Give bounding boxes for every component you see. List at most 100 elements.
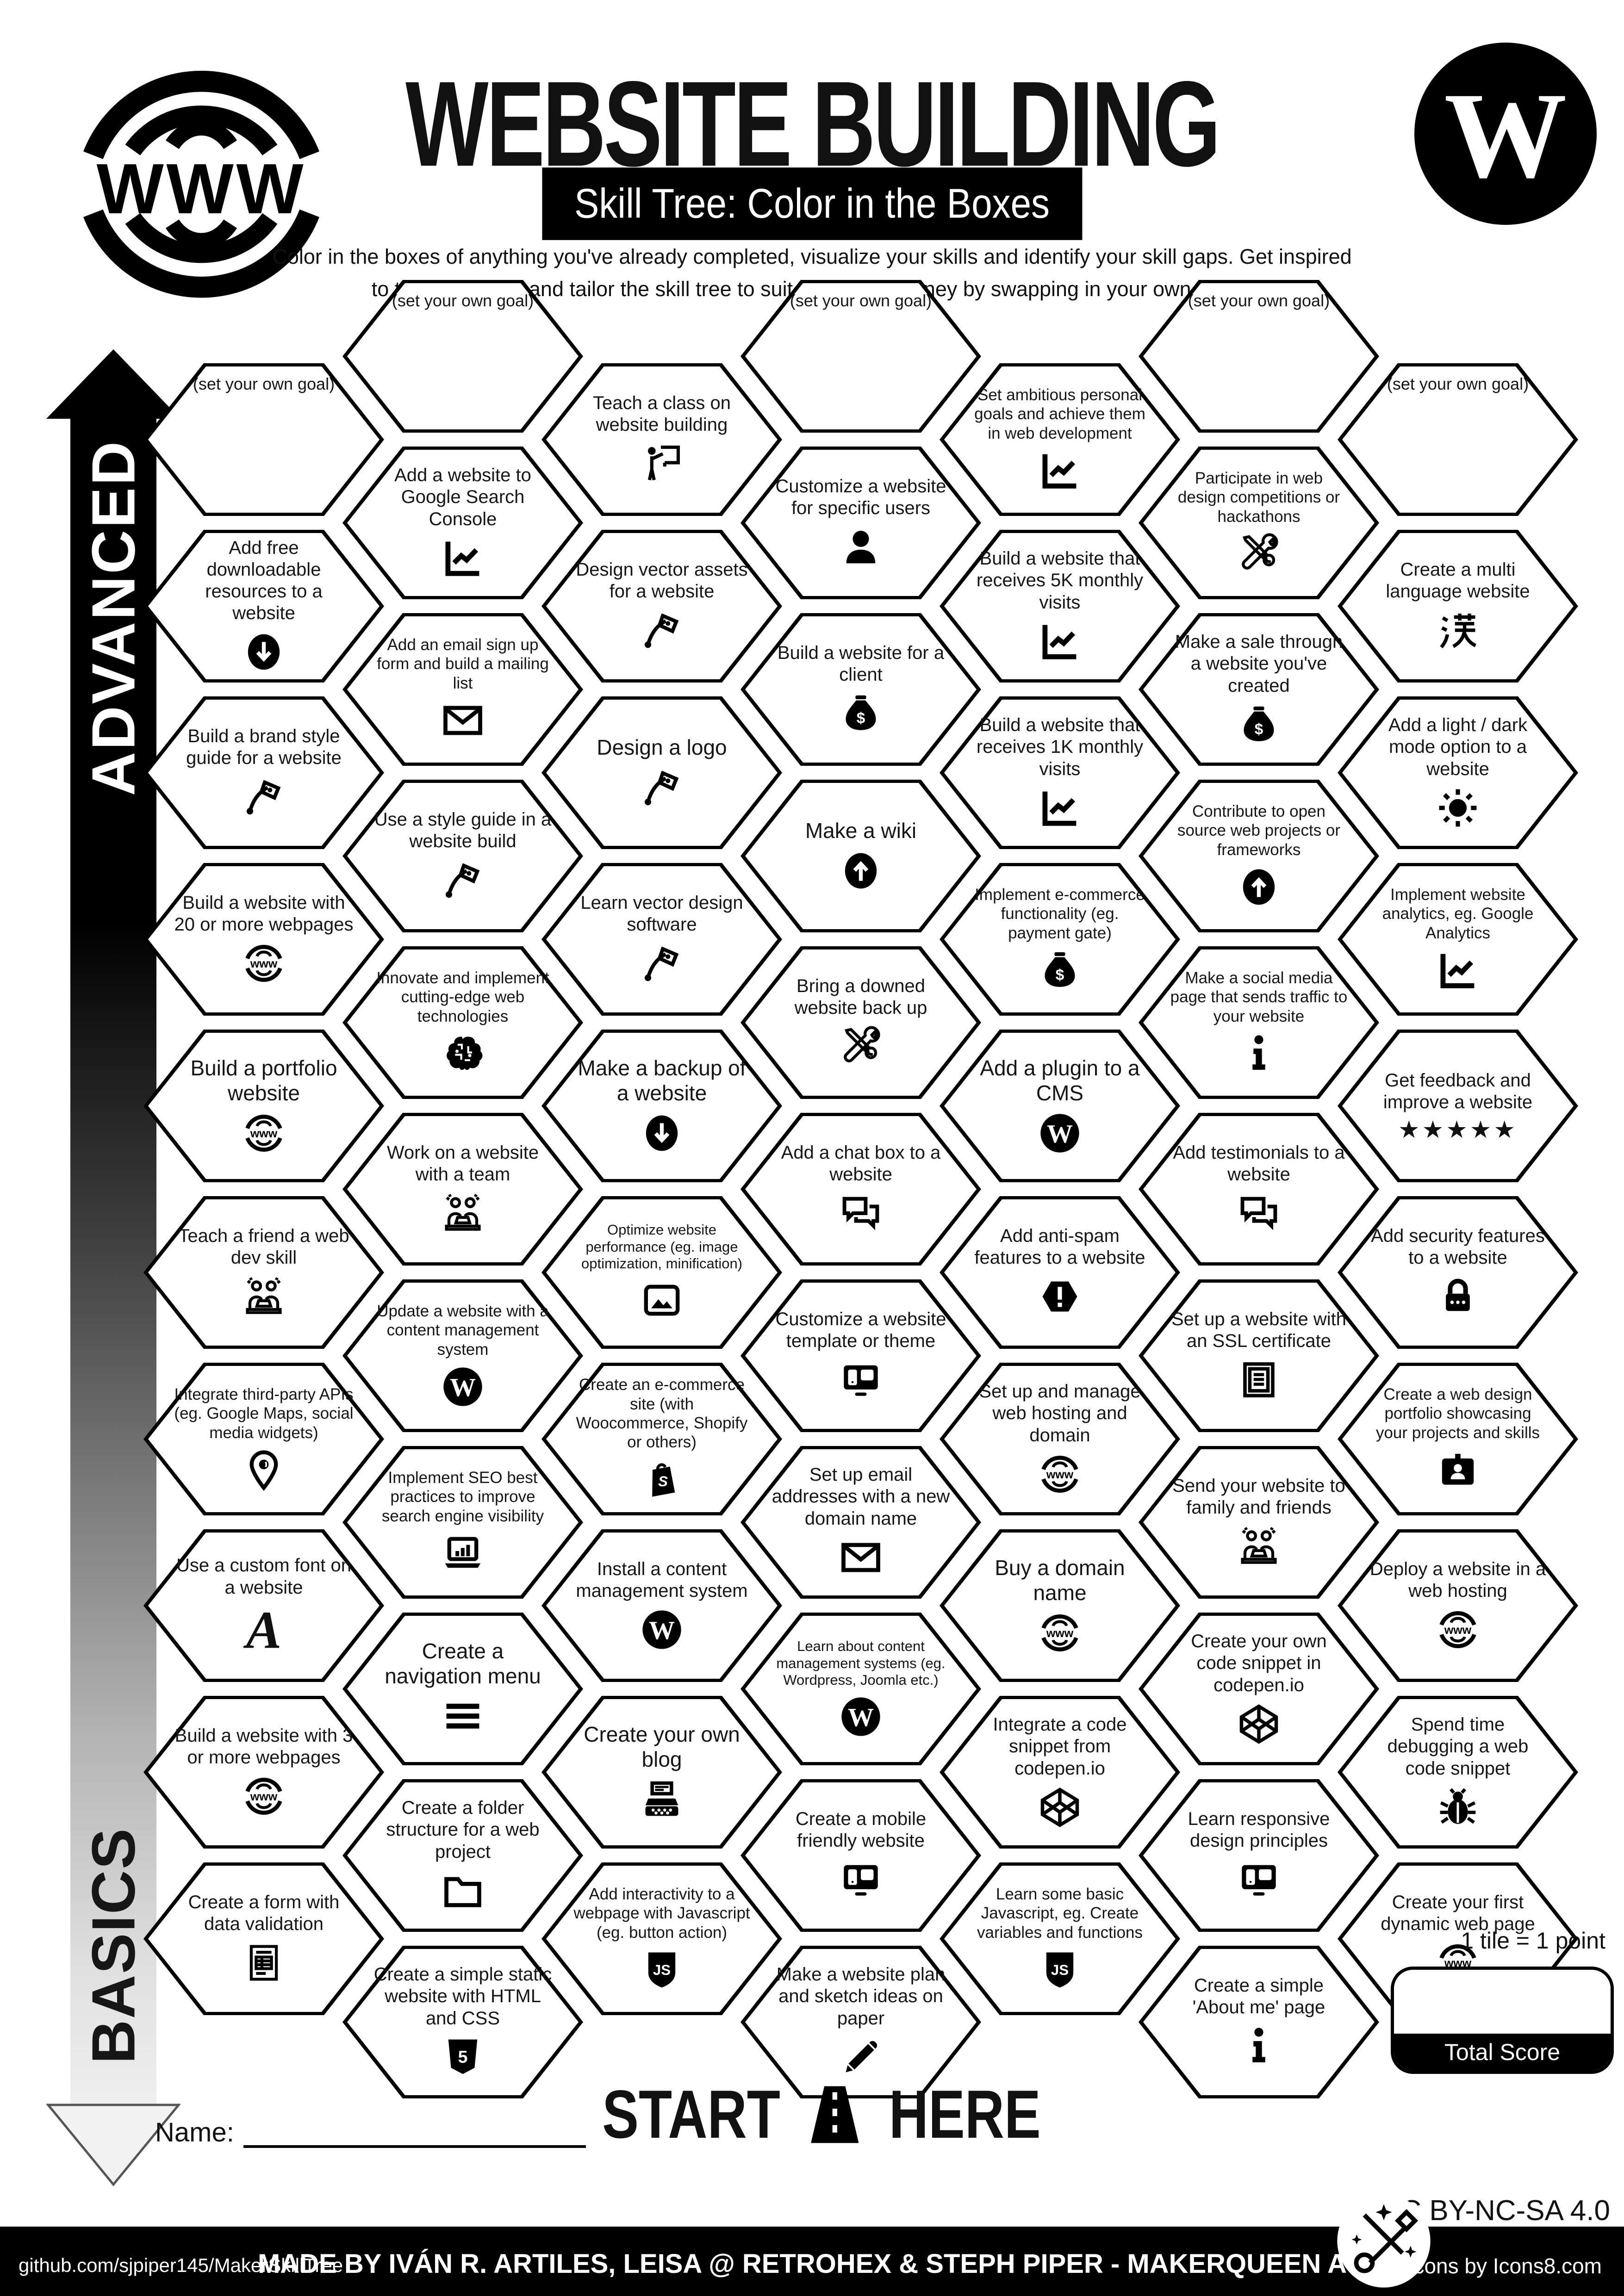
hex-tile[interactable]: Optimize website performance (eg. image … — [541, 1196, 782, 1349]
hex-tile[interactable]: Add a plugin to a CMS W — [940, 1030, 1180, 1182]
hex-tile[interactable]: Design a logo — [541, 696, 782, 849]
github-link[interactable]: github.com/sjpiper145/MakerSkillTree — [19, 2254, 343, 2276]
hex-tile[interactable]: Get feedback and improve a website ★★★★★ — [1338, 1030, 1578, 1182]
hex-tile[interactable]: Build a portfolio website www — [143, 1030, 384, 1182]
hex-label: Set ambitious personal goals and achieve… — [974, 386, 1145, 442]
hex-tile[interactable]: Participate in web design competitions o… — [1139, 447, 1379, 599]
hex-tile[interactable]: Create a form with data validation — [143, 1862, 384, 2015]
pen-tool-icon — [440, 857, 486, 903]
hex-tile[interactable]: Create a folder structure for a web proj… — [342, 1779, 583, 1932]
hex-tile[interactable]: Innovate and implement cutting-edge web … — [342, 946, 583, 1099]
hex-tile[interactable]: Create your own blog — [541, 1696, 782, 1849]
hex-content: Implement website analytics, eg. Google … — [1368, 870, 1548, 1008]
hex-tile[interactable]: Set up and manage web hosting and domain… — [940, 1363, 1180, 1515]
hex-tile-goal[interactable]: (set your own goal) — [1139, 280, 1379, 433]
hex-tile[interactable]: Send your website to family and friends — [1139, 1446, 1379, 1599]
hex-tile[interactable]: Use a custom font on a website A — [143, 1529, 384, 1682]
svg-text:W: W — [1444, 68, 1567, 203]
hex-tile[interactable]: Set ambitious personal goals and achieve… — [940, 363, 1180, 516]
hex-content: Create a web design portfolio showcasing… — [1368, 1370, 1548, 1508]
hex-tile[interactable]: Build a website with 20 or more webpages… — [143, 863, 384, 1016]
hex-tile-goal[interactable]: (set your own goal) — [143, 363, 384, 516]
hex-tile[interactable]: Implement website analytics, eg. Google … — [1338, 863, 1578, 1016]
hex-tile[interactable]: Add anti-spam features to a website — [940, 1196, 1180, 1349]
hex-tile[interactable]: Add interactivity to a webpage with Java… — [541, 1862, 782, 2015]
hex-tile[interactable]: Create an e-commerce site (with Woocomme… — [541, 1363, 782, 1515]
hex-content: Build a website with 20 or more webpages… — [174, 870, 354, 1008]
hex-tile[interactable]: Build a website that receives 5K monthly… — [940, 530, 1180, 683]
hex-fill-area — [745, 616, 977, 763]
hex-tile[interactable]: Contribute to open source web projects o… — [1139, 780, 1379, 932]
hex-tile[interactable]: Bring a downed website back up — [740, 946, 981, 1099]
hex-tile[interactable]: Make a wiki — [740, 780, 981, 932]
hex-tile[interactable]: Set up email addresses with a new domain… — [740, 1446, 981, 1599]
hex-tile[interactable]: Implement SEO best practices to improve … — [342, 1446, 583, 1599]
hex-tile-goal[interactable]: (set your own goal) — [342, 280, 583, 433]
hex-tile[interactable]: Create a simple 'About me' page — [1139, 1946, 1379, 2098]
name-input-line[interactable] — [243, 2118, 586, 2148]
hex-label: Create a web design portfolio showcasing… — [1375, 1385, 1540, 1442]
hex-tile[interactable]: Create a navigation menu — [342, 1613, 583, 1765]
hex-tile[interactable]: Build a brand style guide for a website — [143, 696, 384, 849]
hex-tile[interactable]: Create your own code snippet in codepen.… — [1139, 1613, 1379, 1765]
info-i-icon — [1236, 1030, 1282, 1077]
hex-tile[interactable]: Deploy a website in a web hosting www — [1338, 1529, 1578, 1682]
hex-label: (set your own goal) — [193, 374, 335, 393]
hex-tile[interactable]: Add testimonials to a website — [1139, 1113, 1379, 1266]
download-circle-icon — [241, 629, 287, 675]
hex-tile[interactable]: Design vector assets for a website — [541, 530, 782, 683]
hex-tile[interactable]: Install a content management system W — [541, 1529, 782, 1682]
hex-tile[interactable]: Build a website that receives 1K monthly… — [940, 696, 1180, 849]
hex-tile[interactable]: Make a backup of a website — [541, 1030, 782, 1182]
hex-tile[interactable]: Add a chat box to a website — [740, 1113, 981, 1266]
hex-content: Contribute to open source web projects o… — [1169, 787, 1349, 925]
hex-tile[interactable]: Create a mobile friendly website — [740, 1779, 981, 1932]
hex-tile[interactable]: Learn responsive design principles — [1139, 1779, 1379, 1932]
hex-tile[interactable]: Make a sale through a website you've cre… — [1139, 613, 1379, 766]
hex-tile-goal[interactable]: (set your own goal) — [1338, 363, 1578, 516]
hex-tile[interactable]: Teach a class on website building — [541, 363, 782, 516]
hex-tile[interactable]: Customize a website for specific users — [740, 447, 981, 599]
hex-fill-area — [546, 866, 778, 1012]
hex-tile[interactable]: Work on a website with a team — [342, 1113, 583, 1266]
score-entry-area[interactable] — [1394, 1970, 1611, 2034]
hex-content: Create your own code snippet in codepen.… — [1169, 1620, 1349, 1758]
person-bust-icon — [838, 524, 884, 570]
hex-tile[interactable]: Add an email sign up form and build a ma… — [342, 613, 583, 766]
hex-tile[interactable]: Make a website plan and sketch ideas on … — [740, 1946, 981, 2098]
hex-label: Buy a domain name — [995, 1555, 1125, 1605]
people-laptop-icon — [440, 1190, 486, 1236]
hex-tile[interactable]: Update a website with a content manageme… — [342, 1279, 583, 1432]
pen-tool-icon — [639, 940, 685, 987]
hex-tile[interactable]: Learn vector design software — [541, 863, 782, 1016]
hex-tile[interactable]: Set up a website with an SSL certificate — [1139, 1279, 1379, 1432]
money-bag-icon: $ — [1236, 701, 1282, 748]
hex-tile[interactable]: Create a simple static website with HTML… — [342, 1946, 583, 2098]
hex-content: (set your own goal) — [1368, 371, 1548, 509]
wordpress-icon: W — [440, 1364, 486, 1410]
envelope-icon — [838, 1534, 884, 1581]
hex-tile[interactable]: Add free downloadable resources to a web… — [143, 530, 384, 683]
hex-tile[interactable]: Integrate a code snippet from codepen.io — [940, 1696, 1180, 1849]
hex-tile[interactable]: Use a style guide in a website build — [342, 780, 583, 932]
hex-tile[interactable]: Add security features to a website — [1338, 1196, 1578, 1349]
hex-tile[interactable]: Make a social media page that sends traf… — [1139, 946, 1379, 1099]
hex-content: Build a brand style guide for a website — [174, 704, 354, 842]
hex-tile[interactable]: Teach a friend a web dev skill — [143, 1196, 384, 1349]
hex-tile[interactable]: Implement e-commerce functionality (eg. … — [940, 863, 1180, 1016]
hex-tile[interactable]: Add a light / dark mode option to a webs… — [1338, 696, 1578, 849]
hex-tile-goal[interactable]: (set your own goal) — [740, 280, 981, 433]
hex-tile[interactable]: Customize a website template or theme — [740, 1279, 981, 1432]
kanji-icon — [1435, 607, 1481, 653]
hex-tile[interactable]: Create a web design portfolio showcasing… — [1338, 1363, 1578, 1515]
hex-tile[interactable]: Spend time debugging a web code snippet — [1338, 1696, 1578, 1849]
hex-tile[interactable]: Learn some basic Javascript, eg. Create … — [940, 1862, 1180, 2015]
hex-tile[interactable]: Add a website to Google Search Console — [342, 447, 583, 599]
hex-tile[interactable]: Create a multi language website — [1338, 530, 1578, 683]
hex-tile[interactable]: Learn about content management systems (… — [740, 1613, 981, 1765]
hex-tile[interactable]: Build a website with 3 or more webpages w… — [143, 1696, 384, 1849]
hex-label: Add a light / dark mode option to a webs… — [1388, 715, 1528, 779]
hex-tile[interactable]: Build a website for a client $ — [740, 613, 981, 766]
hex-tile[interactable]: Integrate third-party APIs (eg. Google M… — [143, 1363, 384, 1515]
hex-tile[interactable]: Buy a domain name www — [940, 1529, 1180, 1682]
